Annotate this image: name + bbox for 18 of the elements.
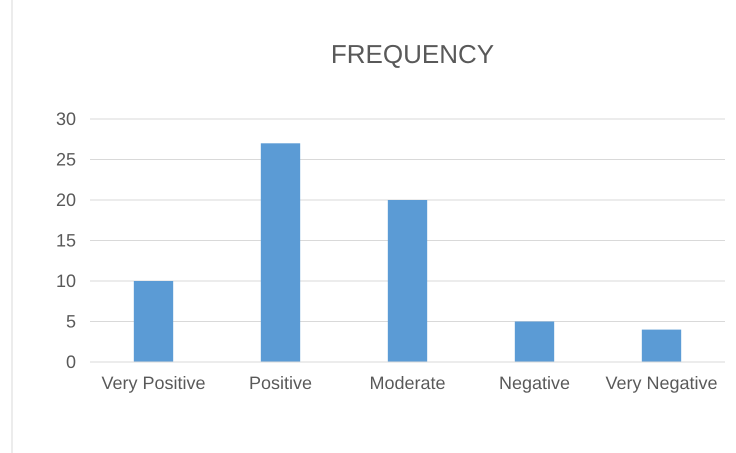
bar: [642, 330, 682, 362]
y-tick-label: 5: [66, 311, 76, 332]
x-tick-label: Negative: [498, 372, 570, 393]
y-tick-label: 15: [56, 230, 76, 250]
y-tick-label: 25: [56, 149, 76, 170]
y-tick-label: 20: [56, 190, 76, 210]
bar: [260, 143, 300, 362]
y-tick-label: 10: [56, 270, 76, 291]
chart-title: FREQUENCY: [330, 39, 494, 69]
x-tick-label: Positive: [248, 372, 312, 393]
x-tick-label: Moderate: [369, 372, 446, 393]
x-tick-label: Very Negative: [605, 372, 718, 393]
y-tick-label: 0: [66, 352, 76, 372]
y-tick-label: 30: [56, 108, 76, 129]
bar: [514, 322, 554, 362]
bar: [388, 200, 428, 362]
x-tick-label: Very Positive: [101, 372, 206, 393]
bar: [134, 281, 174, 362]
